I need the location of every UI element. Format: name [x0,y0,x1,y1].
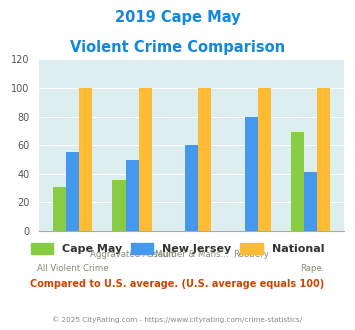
Bar [139,88,152,231]
Text: Compared to U.S. average. (U.S. average equals 100): Compared to U.S. average. (U.S. average … [31,279,324,289]
Text: © 2025 CityRating.com - https://www.cityrating.com/crime-statistics/: © 2025 CityRating.com - https://www.city… [53,317,302,323]
Bar [258,88,271,231]
Bar [291,132,304,231]
Bar [304,172,317,231]
Text: 2019 Cape May: 2019 Cape May [115,10,240,25]
Bar [79,88,92,231]
Text: Violent Crime Comparison: Violent Crime Comparison [70,40,285,54]
Bar [198,88,211,231]
Bar [185,145,198,231]
Bar [245,116,258,231]
Text: All Violent Crime: All Violent Crime [37,264,108,273]
Bar [66,152,79,231]
Text: Aggravated Assault: Aggravated Assault [90,250,174,259]
Text: Murder & Mans...: Murder & Mans... [155,250,229,259]
Text: Robbery: Robbery [233,250,269,259]
Legend: Cape May, New Jersey, National: Cape May, New Jersey, National [31,243,324,254]
Bar [126,159,139,231]
Bar [317,88,331,231]
Bar [113,180,126,231]
Text: Rape: Rape [300,264,322,273]
Bar [53,187,66,231]
